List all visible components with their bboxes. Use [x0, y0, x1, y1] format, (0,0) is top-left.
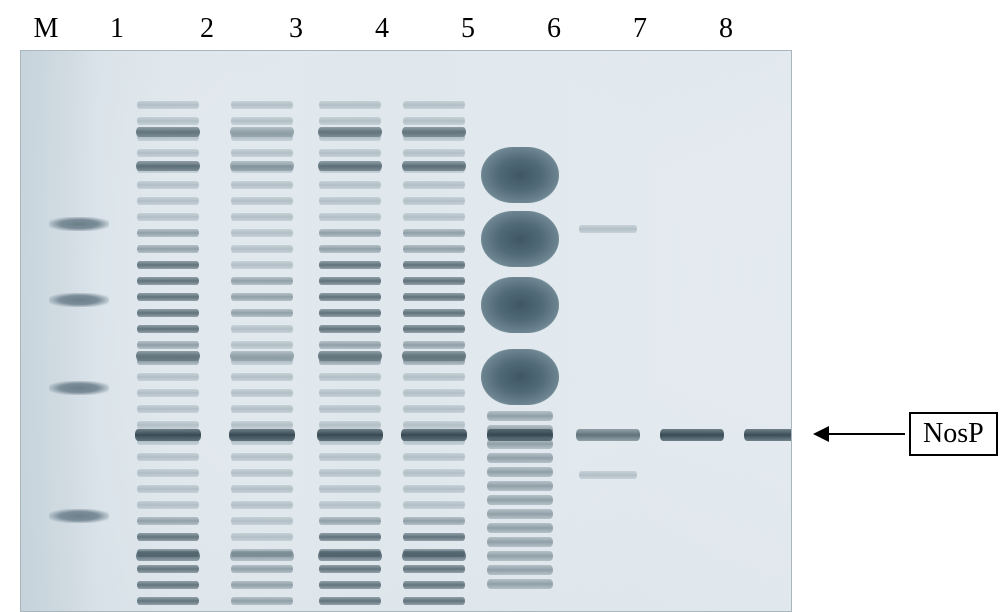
lane-3 — [317, 51, 383, 603]
lane-8 — [743, 51, 792, 603]
lane-label: 2 — [162, 13, 254, 45]
lane-2 — [229, 51, 295, 603]
lane-label: M — [20, 13, 74, 45]
lane-6 — [575, 51, 641, 603]
nosp-annotation: NosP — [815, 412, 998, 456]
lane-label: 4 — [340, 13, 426, 45]
gel-figure: M 1 2 3 4 5 6 7 8 NosP — [20, 10, 980, 612]
lane-label: 5 — [426, 13, 512, 45]
lane-7 — [659, 51, 725, 603]
lane-1 — [135, 51, 201, 603]
lane-4 — [401, 51, 467, 603]
lane-labels-row: M 1 2 3 4 5 6 7 8 — [20, 10, 980, 48]
lane-marker — [49, 51, 115, 603]
arrow-icon — [815, 433, 905, 435]
gel-image — [20, 50, 792, 612]
lane-label: 7 — [598, 13, 684, 45]
lane-label: 8 — [684, 13, 770, 45]
lane-label: 6 — [512, 13, 598, 45]
lane-label: 3 — [254, 13, 340, 45]
lane-5 — [487, 51, 553, 603]
nosp-label-box: NosP — [909, 412, 998, 456]
lane-label: 1 — [74, 13, 162, 45]
